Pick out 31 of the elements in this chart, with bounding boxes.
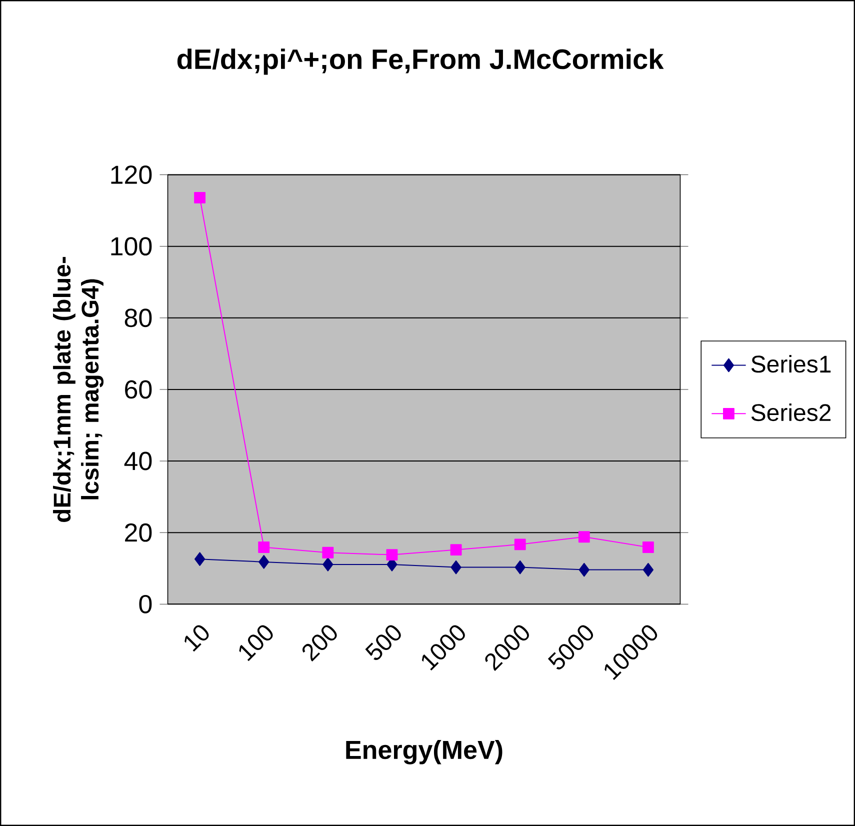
point	[450, 560, 462, 574]
point	[322, 558, 334, 572]
point	[258, 542, 270, 553]
point	[642, 562, 654, 577]
point	[258, 555, 270, 569]
y-tick-label: 0	[139, 594, 152, 614]
point	[578, 531, 590, 543]
x-tick-label: 100	[239, 625, 273, 662]
point	[386, 549, 398, 560]
x-tick-label: 200	[302, 625, 337, 662]
point	[194, 552, 206, 566]
y-tick-label: 100	[111, 237, 152, 256]
y-tick-label: 80	[124, 308, 152, 328]
point	[514, 560, 526, 574]
y-tick-label: 60	[125, 380, 152, 399]
point	[578, 562, 590, 577]
legend-label: Series2	[751, 404, 831, 422]
point	[642, 542, 654, 553]
legend-label: Series1	[751, 355, 831, 373]
y-axis-title: dE/dx;1mm plate (blue-lcsim; magenta.G4)	[53, 256, 104, 522]
point	[194, 192, 206, 204]
y-tick-label: 40	[124, 452, 152, 470]
x-tick-label: 10	[184, 625, 209, 652]
point	[322, 546, 334, 558]
y-tick-label: 120	[111, 166, 152, 184]
chart-title: dE/dx;pi^+;on Fe,From J.McCormick	[177, 48, 664, 75]
point	[514, 538, 526, 550]
y-tick-label: 20	[125, 523, 152, 542]
x-axis-title: Energy(MeV)	[346, 740, 502, 764]
point	[450, 544, 462, 556]
x-tick-label: 500	[365, 625, 401, 660]
